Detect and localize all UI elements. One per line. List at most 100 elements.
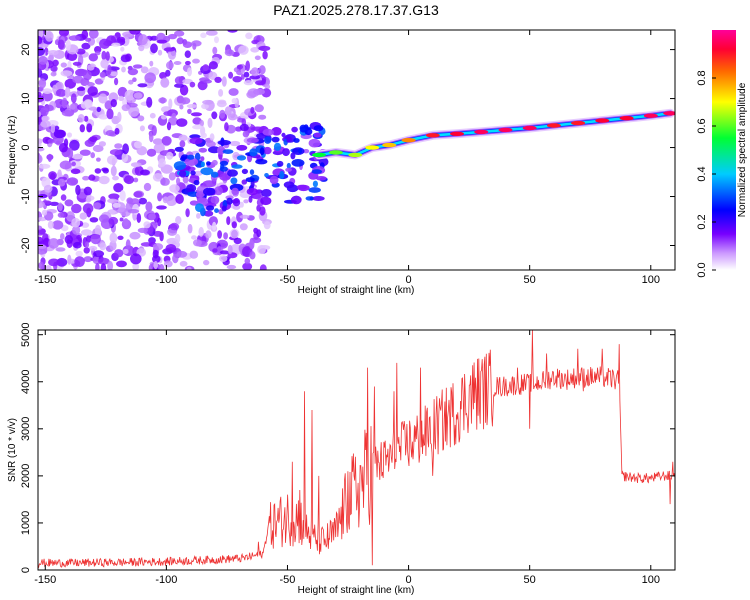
spectrogram-noise-cell [71, 217, 81, 228]
snr-ylabel: SNR (10 * v/v) [7, 418, 18, 482]
spectrogram-noise-cell [43, 184, 53, 193]
spectrogram-noise-cell [67, 132, 72, 138]
spectrogram-noise-cell [254, 104, 264, 113]
spectrogram-noise-cell [82, 175, 90, 181]
spectrogram-noise-cell [172, 254, 179, 264]
snr-series-line [38, 330, 675, 569]
spectrogram-noise-cell [127, 209, 140, 214]
spectrogram-noise-cell [139, 125, 145, 132]
spectrogram-noise-cell [85, 197, 92, 203]
spectrogram-noise-cell [158, 97, 167, 104]
spectrogram-ridge-point [571, 120, 586, 126]
spectrogram-noise-cell [296, 184, 307, 190]
spectrogram-noise-cell [119, 217, 124, 222]
spectrogram-noise-cell [219, 255, 228, 262]
spectrogram-noise-cell [308, 187, 321, 193]
spectrogram-noise-cell [186, 184, 197, 193]
spectrogram-noise-cell [203, 79, 212, 84]
spectrogram-noise-cell [160, 115, 167, 120]
spectrogram-noise-cell [249, 75, 261, 80]
x-tick-label: -50 [280, 574, 296, 586]
spectrogram-noise-cell [231, 221, 237, 229]
spectrogram-noise-cell [221, 76, 227, 87]
spectrogram-noise-cell [87, 64, 95, 71]
spectrogram-noise-cell [179, 104, 184, 110]
spectrogram-noise-cell [208, 71, 218, 80]
spectrogram-noise-cell [64, 87, 71, 98]
spectrogram-noise-cell [263, 221, 271, 230]
spectrogram-noise-cell [148, 237, 156, 244]
spectrogram-noise-cell [241, 168, 248, 175]
spectrogram-noise-cell [99, 71, 107, 78]
spectrogram-noise-cell [200, 32, 207, 39]
spectrogram-noise-cell [221, 205, 227, 212]
spectrogram-noise-cell [173, 61, 182, 65]
spectrogram-noise-cell [68, 35, 81, 41]
spectrogram-noise-cell [174, 146, 184, 152]
spectrogram-noise-cell [38, 47, 45, 56]
spectrogram-noise-cell [73, 241, 82, 249]
spectrogram-noise-cell [129, 231, 141, 240]
spectrogram-noise-cell [66, 177, 79, 186]
spectrogram-noise-cell [52, 59, 59, 67]
spectrogram-noise-cell [257, 244, 266, 255]
spectrogram-ridge-point [546, 123, 561, 128]
spectrogram-noise-cell [203, 210, 214, 217]
spectrogram-noise-cell [47, 153, 52, 162]
spectrogram-noise-cell [250, 47, 260, 53]
spectrogram-noise-cell [156, 205, 167, 210]
spectrogram-noise-cell [167, 33, 178, 40]
spectrogram-noise-cell [192, 124, 203, 130]
spectrogram-noise-cell [48, 238, 60, 249]
spectrogram-noise-cell [47, 50, 59, 56]
spectrogram-noise-cell [214, 208, 219, 214]
spectrogram-noise-cell [98, 257, 110, 265]
spectrogram-noise-cell [121, 104, 130, 112]
spectrogram-heatmap [38, 30, 675, 270]
x-tick-label: 50 [524, 574, 536, 586]
spectrogram-noise-cell [254, 55, 261, 61]
spectrogram-noise-cell [229, 140, 241, 147]
spectrogram-noise-cell [92, 144, 104, 153]
spectrogram-noise-cell [247, 137, 259, 143]
spectrogram-noise-cell [210, 171, 219, 178]
spectrogram-noise-cell [171, 112, 177, 119]
spectrogram-noise-cell [136, 146, 148, 156]
spectrogram-noise-cell [38, 78, 47, 89]
spectrogram-noise-cell [108, 92, 119, 103]
snr-xlabel: Height of straight line (km) [298, 585, 415, 596]
spectrogram-noise-cell [94, 78, 104, 85]
spectrogram-noise-cell [219, 250, 230, 255]
spectrogram-noise-cell [283, 181, 295, 189]
spectrogram-noise-cell [264, 84, 271, 90]
spectrogram-noise-cell [83, 81, 95, 87]
spectrogram-noise-cell [77, 114, 85, 123]
spectrogram-noise-cell [226, 216, 231, 226]
y-tick-label: 10 [20, 92, 32, 104]
spectrogram-noise-cell [138, 197, 147, 205]
spectrogram-noise-cell [106, 155, 118, 165]
spectrogram-noise-cell [121, 152, 129, 163]
spectrogram-noise-cell [96, 106, 102, 113]
spectrogram-noise-cell [143, 221, 151, 229]
spectrogram-noise-cell [109, 232, 118, 244]
spectrogram-noise-cell [52, 220, 64, 230]
x-tick-label: -100 [155, 274, 177, 286]
spectrogram-noise-cell [180, 97, 191, 105]
spectrogram-noise-cell [99, 38, 111, 49]
spectrogram-noise-cell [100, 59, 109, 69]
spectrogram-noise-cell [203, 187, 216, 196]
spectrogram-noise-cell [57, 212, 65, 218]
spectrogram-noise-cell [217, 230, 223, 239]
spectrogram-noise-cell [127, 102, 138, 108]
spectrogram-noise-cell [57, 39, 65, 50]
spectrogram-noise-cell [38, 196, 41, 204]
spectrogram-noise-cell [167, 200, 174, 206]
snr-frame [37, 329, 676, 571]
spectrogram-noise-cell [145, 201, 153, 212]
spectrogram-noise-cell [94, 46, 102, 53]
x-tick-label: -150 [34, 574, 56, 586]
spectrogram-noise-cell [83, 186, 93, 196]
spectrogram-noise-cell [262, 128, 275, 136]
spectrogram-noise-cell [309, 196, 314, 201]
